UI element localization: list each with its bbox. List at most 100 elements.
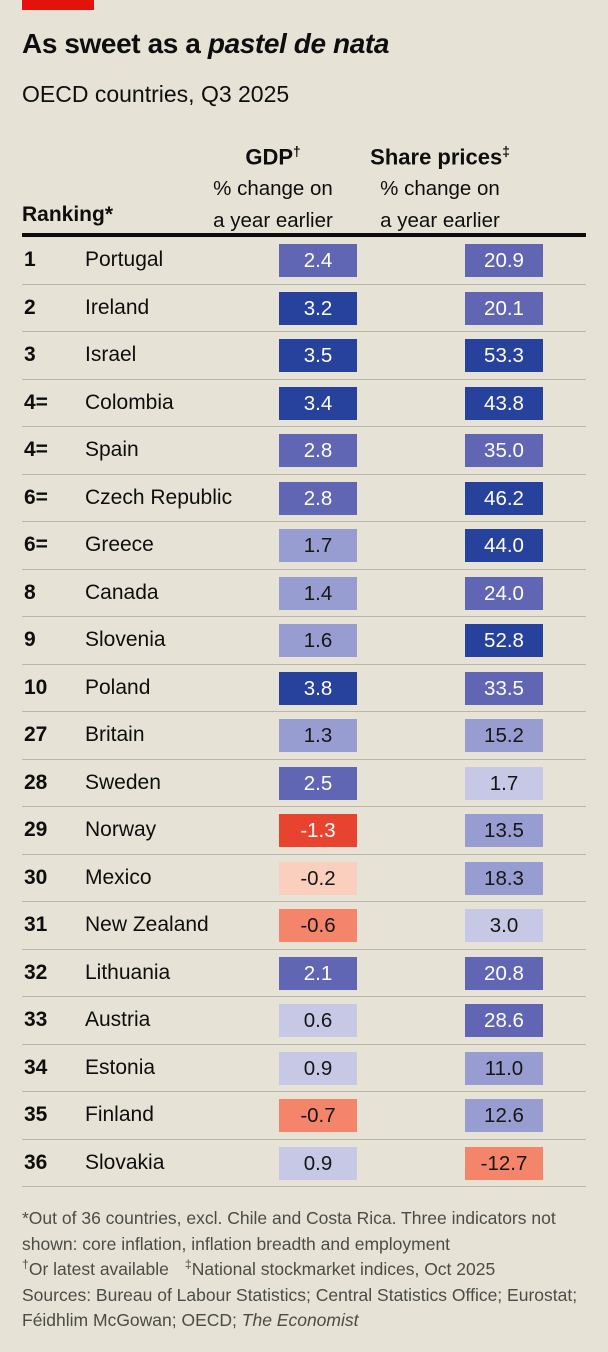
gdp-value-cell: -1.3 — [279, 814, 357, 847]
table-row: 4= Spain 2.8 35.0 — [22, 427, 586, 475]
footnote-daggers: †Or latest available ‡National stockmarke… — [22, 1257, 588, 1283]
chart-title: As sweet as a pastel de nata — [22, 28, 389, 60]
rank-cell: 29 — [24, 818, 48, 842]
gdp-value-cell: 1.4 — [279, 576, 357, 610]
share-price-value-cell: 33.5 — [465, 671, 543, 705]
heatmap-table: 1 Portugal 2.4 20.9 2 Ireland 3.2 20.1 3… — [22, 237, 586, 1187]
rank-cell: 4= — [24, 438, 48, 462]
share-price-value-cell: 53.3 — [465, 339, 543, 372]
rank-cell: 35 — [24, 1103, 48, 1127]
table-row: 34 Estonia 0.9 11.0 — [22, 1045, 586, 1092]
country-cell: Colombia — [85, 390, 174, 414]
country-cell: Estonia — [85, 1055, 156, 1079]
share-price-value-cell: 28.6 — [465, 1004, 543, 1037]
share-price-value-cell: 12.6 — [465, 1099, 543, 1132]
rank-cell: 30 — [24, 865, 48, 889]
share-prices-column-subtitle-line2: a year earlier — [380, 209, 500, 233]
rank-cell: 36 — [24, 1150, 48, 1174]
country-cell: Portugal — [85, 248, 164, 272]
country-cell: Finland — [85, 1103, 154, 1127]
country-cell: Poland — [85, 675, 151, 699]
country-cell: Lithuania — [85, 960, 171, 984]
dagger-symbol: † — [293, 144, 301, 159]
country-cell: Britain — [85, 723, 145, 747]
gdp-value-cell: 0.9 — [279, 1146, 357, 1180]
country-cell: Greece — [85, 533, 154, 557]
rank-cell: 32 — [24, 960, 48, 984]
table-row: 30 Mexico -0.2 18.3 — [22, 855, 586, 902]
gdp-value-cell: 2.5 — [279, 766, 357, 800]
table-row: 27 Britain 1.3 15.2 — [22, 712, 586, 760]
sources-line: Sources: Bureau of Labour Statistics; Ce… — [22, 1283, 588, 1334]
share-price-value-cell: 46.2 — [465, 481, 543, 515]
country-cell: Czech Republic — [85, 485, 233, 509]
share-prices-column-label: Share prices‡ — [340, 136, 540, 173]
gdp-value-cell: 2.1 — [279, 956, 357, 990]
gdp-value-cell: 1.7 — [279, 529, 357, 562]
table-row: 8 Canada 1.4 24.0 — [22, 570, 586, 617]
dagger-symbol: † — [22, 1257, 29, 1272]
gdp-value-cell: 3.4 — [279, 386, 357, 420]
share-price-value-cell: 20.9 — [465, 244, 543, 277]
share-price-value-cell: -12.7 — [465, 1146, 543, 1180]
country-cell: Norway — [85, 818, 157, 842]
title-italic: pastel de nata — [207, 28, 390, 59]
table-row: 36 Slovakia 0.9 -12.7 — [22, 1140, 586, 1187]
footnotes: *Out of 36 countries, excl. Chile and Co… — [22, 1206, 588, 1334]
rank-cell: 1 — [24, 248, 36, 272]
table-row: 2 Ireland 3.2 20.1 — [22, 285, 586, 332]
ranking-label-text: Ranking — [22, 203, 105, 226]
table-row: 31 New Zealand -0.6 3.0 — [22, 902, 586, 950]
gdp-value-cell: 1.6 — [279, 624, 357, 657]
gdp-value-cell: 0.9 — [279, 1051, 357, 1085]
sources-text: Sources: Bureau of Labour Statistics; Ce… — [22, 1284, 578, 1331]
table-row: 6= Greece 1.7 44.0 — [22, 522, 586, 570]
table-row: 6= Czech Republic 2.8 46.2 — [22, 475, 586, 522]
share-price-value-cell: 43.8 — [465, 386, 543, 420]
rank-cell: 4= — [24, 390, 48, 414]
gdp-value-cell: 2.4 — [279, 244, 357, 277]
gdp-value-cell: 2.8 — [279, 481, 357, 515]
share-price-value-cell: 20.1 — [465, 291, 543, 325]
table-row: 3 Israel 3.5 53.3 — [22, 332, 586, 380]
footnote-latest-available: Or latest available — [28, 1259, 169, 1279]
footnote-stockmarket-indices: National stockmarket indices, Oct 2025 — [191, 1259, 496, 1279]
share-price-value-cell: 20.8 — [465, 956, 543, 990]
share-price-value-cell: 44.0 — [465, 529, 543, 562]
table-row: 9 Slovenia 1.6 52.8 — [22, 617, 586, 665]
header-rule — [22, 233, 586, 237]
gdp-label-text: GDP — [245, 144, 294, 170]
rank-cell: 33 — [24, 1008, 48, 1032]
table-row: 33 Austria 0.6 28.6 — [22, 997, 586, 1045]
share-price-value-cell: 13.5 — [465, 814, 543, 847]
rank-cell: 6= — [24, 533, 48, 557]
table-row: 10 Poland 3.8 33.5 — [22, 665, 586, 712]
footnote-coverage: *Out of 36 countries, excl. Chile and Co… — [22, 1208, 556, 1254]
economist-red-tab — [22, 0, 94, 10]
chart-subtitle: OECD countries, Q3 2025 — [22, 81, 290, 107]
gdp-value-cell: 1.3 — [279, 719, 357, 752]
country-cell: Slovakia — [85, 1150, 165, 1174]
share-price-value-cell: 3.0 — [465, 909, 543, 942]
ranking-column-header: Ranking* — [22, 203, 113, 227]
gdp-value-cell: 3.5 — [279, 339, 357, 372]
double-dagger-symbol: ‡ — [502, 144, 510, 159]
rank-cell: 28 — [24, 770, 48, 794]
country-cell: Mexico — [85, 865, 152, 889]
rank-cell: 9 — [24, 628, 36, 652]
country-cell: Sweden — [85, 770, 161, 794]
table-row: 29 Norway -1.3 13.5 — [22, 807, 586, 855]
rank-cell: 6= — [24, 485, 48, 509]
table-row: 28 Sweden 2.5 1.7 — [22, 760, 586, 807]
country-cell: Ireland — [85, 295, 150, 319]
asterisk-symbol: * — [104, 203, 114, 226]
table-row: 32 Lithuania 2.1 20.8 — [22, 950, 586, 997]
gdp-value-cell: 3.2 — [279, 291, 357, 325]
rank-cell: 34 — [24, 1055, 48, 1079]
gdp-column-subtitle-line1: % change on — [213, 177, 333, 201]
column-header-gdp: GDP† % change on a year earlier — [173, 136, 373, 237]
share-prices-label-text: Share prices — [370, 144, 503, 170]
rank-cell: 2 — [24, 295, 36, 319]
title-plain: As sweet as a — [22, 28, 208, 59]
rank-cell: 8 — [24, 580, 36, 604]
